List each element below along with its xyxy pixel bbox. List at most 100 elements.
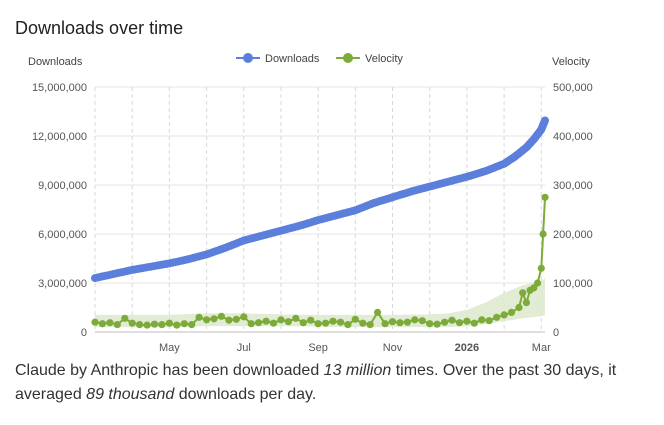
velocity-point [314, 320, 322, 328]
velocity-point [534, 279, 542, 287]
velocity-point [441, 318, 449, 326]
y-left-axis-title: Downloads [28, 56, 83, 68]
downloads-point [541, 116, 549, 125]
velocity-point [411, 316, 419, 324]
velocity-point [143, 321, 151, 329]
y-left-tick-label: 15,000,000 [32, 82, 87, 94]
velocity-point [522, 299, 531, 307]
legend-label: Downloads [265, 53, 320, 65]
x-tick-label: Nov [383, 342, 403, 354]
y-left-tick-label: 0 [81, 327, 87, 339]
velocity-point [128, 319, 136, 327]
x-tick-label: Mar [532, 342, 551, 354]
y-left-tick-label: 12,000,000 [32, 131, 87, 143]
velocity-point [463, 317, 471, 325]
velocity-point [292, 314, 300, 322]
velocity-point [203, 316, 211, 324]
legend-item-velocity[interactable]: Velocity [336, 53, 403, 65]
velocity-point [388, 318, 397, 326]
x-tick-label: May [159, 342, 180, 354]
velocity-point [433, 320, 441, 328]
summary-prefix: Claude by Anthropic has been downloaded [15, 362, 324, 379]
chart-grid [94, 86, 545, 333]
summary-total: 13 million [323, 362, 392, 379]
velocity-point [329, 317, 337, 325]
velocity-point [336, 318, 345, 326]
velocity-point [98, 320, 106, 328]
velocity-point [403, 318, 411, 326]
legend-item-downloads[interactable]: Downloads [236, 53, 320, 65]
velocity-point [299, 319, 307, 327]
velocity-point [515, 303, 523, 312]
velocity-point [240, 313, 248, 321]
velocity-point [277, 316, 285, 324]
velocity-point [284, 318, 292, 326]
velocity-point [493, 313, 501, 321]
velocity-point [165, 319, 173, 327]
velocity-point [113, 321, 121, 329]
velocity-point [91, 318, 99, 326]
velocity-point [537, 264, 545, 272]
y-right-tick-label: 300,000 [553, 180, 593, 192]
downloads-line [94, 120, 546, 280]
velocity-point [121, 314, 129, 322]
velocity-point [307, 316, 315, 324]
y-right-tick-label: 200,000 [553, 229, 593, 241]
y-right-tick-label: 0 [553, 327, 559, 339]
y-right-axis-title: Velocity [552, 56, 590, 68]
download-summary: Claude by Anthropic has been downloaded … [15, 359, 655, 407]
velocity-point [106, 319, 114, 327]
velocity-point [188, 321, 196, 329]
velocity-point [247, 320, 255, 328]
velocity-range-area [95, 278, 545, 328]
velocity-point [507, 308, 516, 316]
y-left-tick-label: 6,000,000 [38, 229, 87, 241]
velocity-point [448, 316, 456, 324]
velocity-point [180, 320, 188, 328]
legend-label: Velocity [365, 53, 403, 65]
velocity-point [158, 321, 166, 329]
summary-daily: 89 thousand [86, 386, 175, 403]
legend-marker [243, 53, 253, 63]
velocity-point [344, 321, 352, 329]
velocity-point [351, 315, 359, 323]
page-title: Downloads over time [15, 18, 184, 38]
velocity-point [541, 193, 549, 201]
velocity-point [485, 317, 493, 325]
velocity-point [374, 308, 382, 316]
y-right-tick-label: 500,000 [553, 82, 593, 94]
legend-marker [343, 53, 353, 63]
y-right-tick-label: 400,000 [553, 131, 593, 143]
velocity-point [426, 320, 434, 328]
velocity-point [418, 317, 426, 325]
velocity-point [366, 321, 374, 329]
velocity-point [225, 316, 233, 324]
velocity-point [255, 319, 263, 327]
velocity-point [269, 319, 278, 327]
velocity-point [195, 313, 203, 321]
velocity-point [470, 319, 478, 327]
velocity-point [500, 311, 508, 319]
series-points [91, 116, 549, 329]
velocity-point [381, 320, 389, 328]
summary-suffix: downloads per day. [174, 386, 317, 403]
velocity-point [478, 316, 486, 324]
downloads-chart: 0 3,000,000 6,000,000 9,000,000 12,000,000 15… [28, 53, 593, 354]
x-tick-label: 2026 [455, 342, 479, 354]
velocity-point [210, 315, 218, 323]
velocity-point [262, 317, 270, 325]
velocity-point [396, 319, 404, 327]
chart-legend[interactable]: Downloads Velocity [236, 53, 403, 65]
summary-middle: times. Over the past 30 days, it average… [15, 362, 617, 403]
velocity-point [455, 319, 464, 327]
velocity-point [173, 321, 181, 329]
velocity-point [232, 315, 240, 323]
x-tick-label: Sep [308, 342, 328, 354]
y-left-tick-label: 3,000,000 [38, 278, 87, 290]
velocity-point [150, 320, 159, 328]
y-left-tick-label: 9,000,000 [38, 180, 87, 192]
velocity-point [217, 312, 225, 320]
velocity-point [530, 284, 538, 292]
velocity-point [539, 230, 547, 238]
y-right-tick-label: 100,000 [553, 278, 593, 290]
